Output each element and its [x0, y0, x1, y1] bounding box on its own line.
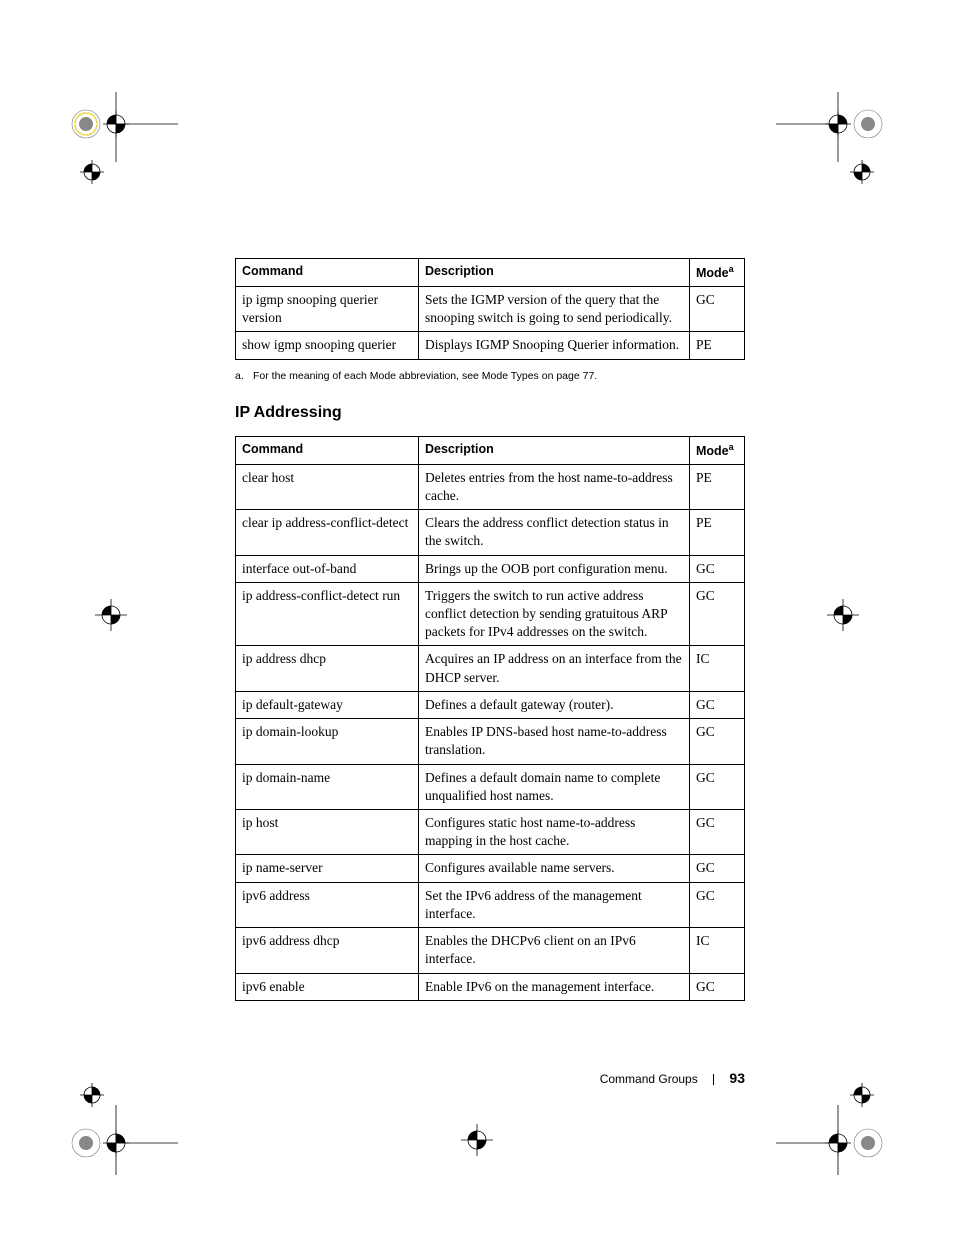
- section-heading-ip-addressing: IP Addressing: [235, 404, 745, 422]
- registration-mark-top-left: [68, 92, 178, 202]
- cell-mode: IC: [690, 928, 745, 973]
- footer-separator: [713, 1074, 714, 1085]
- cell-command: clear ip address-conflict-detect: [236, 510, 419, 555]
- cell-command: show igmp snooping querier: [236, 332, 419, 359]
- cell-command: interface out-of-band: [236, 555, 419, 582]
- registration-mark-left-mid: [86, 590, 136, 640]
- cell-command: ip igmp snooping querier version: [236, 287, 419, 332]
- registration-mark-top-right: [776, 92, 886, 202]
- cell-command: ipv6 enable: [236, 973, 419, 1000]
- table-row: ip hostConfigures static host name-to-ad…: [236, 810, 745, 855]
- page-footer: Command Groups 93: [235, 1070, 745, 1086]
- registration-mark-right-mid: [818, 590, 868, 640]
- table-header-row: Command Description Modea: [236, 259, 745, 287]
- cell-description: Triggers the switch to run active addres…: [419, 582, 690, 646]
- table-row: ip igmp snooping querier versionSets the…: [236, 287, 745, 332]
- cell-mode: GC: [690, 973, 745, 1000]
- header-command: Command: [236, 259, 419, 287]
- table-row: interface out-of-bandBrings up the OOB p…: [236, 555, 745, 582]
- cell-command: ip default-gateway: [236, 691, 419, 718]
- header-description: Description: [419, 436, 690, 464]
- cell-mode: GC: [690, 882, 745, 927]
- table-row: ip address dhcpAcquires an IP address on…: [236, 646, 745, 691]
- table-header-row: Command Description Modea: [236, 436, 745, 464]
- page-content: Command Description Modea ip igmp snoopi…: [235, 258, 745, 1011]
- registration-mark-bottom-mid: [452, 1115, 502, 1165]
- footer-section-name: Command Groups: [600, 1072, 698, 1086]
- cell-command: ip host: [236, 810, 419, 855]
- table-row: clear ip address-conflict-detectClears t…: [236, 510, 745, 555]
- table-row: ip name-serverConfigures available name …: [236, 855, 745, 882]
- cell-mode: IC: [690, 646, 745, 691]
- cell-description: Acquires an IP address on an interface f…: [419, 646, 690, 691]
- registration-mark-bottom-right: [776, 1065, 886, 1175]
- cell-description: Enables IP DNS-based host name-to-addres…: [419, 719, 690, 764]
- cell-command: ipv6 address dhcp: [236, 928, 419, 973]
- cell-description: Defines a default gateway (router).: [419, 691, 690, 718]
- table-row: ip domain-nameDefines a default domain n…: [236, 764, 745, 809]
- table-row: ip address-conflict-detect runTriggers t…: [236, 582, 745, 646]
- cell-command: ip address dhcp: [236, 646, 419, 691]
- table-row: clear hostDeletes entries from the host …: [236, 464, 745, 509]
- cell-mode: GC: [690, 855, 745, 882]
- cell-description: Enable IPv6 on the management interface.: [419, 973, 690, 1000]
- cell-description: Set the IPv6 address of the management i…: [419, 882, 690, 927]
- cell-mode: GC: [690, 810, 745, 855]
- table-row: ipv6 address dhcpEnables the DHCPv6 clie…: [236, 928, 745, 973]
- cell-description: Defines a default domain name to complet…: [419, 764, 690, 809]
- table-row: ipv6 enableEnable IPv6 on the management…: [236, 973, 745, 1000]
- cell-command: clear host: [236, 464, 419, 509]
- cell-description: Clears the address conflict detection st…: [419, 510, 690, 555]
- table-footnote: a.For the meaning of each Mode abbreviat…: [235, 370, 745, 382]
- cell-mode: GC: [690, 582, 745, 646]
- cell-mode: GC: [690, 287, 745, 332]
- cell-mode: GC: [690, 764, 745, 809]
- table-row: ip domain-lookupEnables IP DNS-based hos…: [236, 719, 745, 764]
- cell-mode: PE: [690, 464, 745, 509]
- header-mode: Modea: [690, 436, 745, 464]
- ip-addressing-table: Command Description Modea clear hostDele…: [235, 436, 745, 1001]
- cell-command: ip address-conflict-detect run: [236, 582, 419, 646]
- cell-description: Sets the IGMP version of the query that …: [419, 287, 690, 332]
- header-command: Command: [236, 436, 419, 464]
- cell-description: Configures static host name-to-address m…: [419, 810, 690, 855]
- cell-description: Configures available name servers.: [419, 855, 690, 882]
- cell-mode: PE: [690, 332, 745, 359]
- cell-command: ip name-server: [236, 855, 419, 882]
- header-description: Description: [419, 259, 690, 287]
- cell-mode: GC: [690, 691, 745, 718]
- table-row: show igmp snooping querierDisplays IGMP …: [236, 332, 745, 359]
- cell-mode: GC: [690, 555, 745, 582]
- cell-description: Brings up the OOB port configuration men…: [419, 555, 690, 582]
- footer-page-number: 93: [729, 1070, 745, 1086]
- igmp-table: Command Description Modea ip igmp snoopi…: [235, 258, 745, 360]
- cell-description: Displays IGMP Snooping Querier informati…: [419, 332, 690, 359]
- header-mode: Modea: [690, 259, 745, 287]
- registration-mark-bottom-left: [68, 1065, 178, 1175]
- cell-mode: GC: [690, 719, 745, 764]
- cell-mode: PE: [690, 510, 745, 555]
- cell-command: ip domain-name: [236, 764, 419, 809]
- cell-description: Enables the DHCPv6 client on an IPv6 int…: [419, 928, 690, 973]
- cell-description: Deletes entries from the host name-to-ad…: [419, 464, 690, 509]
- cell-command: ipv6 address: [236, 882, 419, 927]
- table-row: ipv6 addressSet the IPv6 address of the …: [236, 882, 745, 927]
- table-row: ip default-gatewayDefines a default gate…: [236, 691, 745, 718]
- cell-command: ip domain-lookup: [236, 719, 419, 764]
